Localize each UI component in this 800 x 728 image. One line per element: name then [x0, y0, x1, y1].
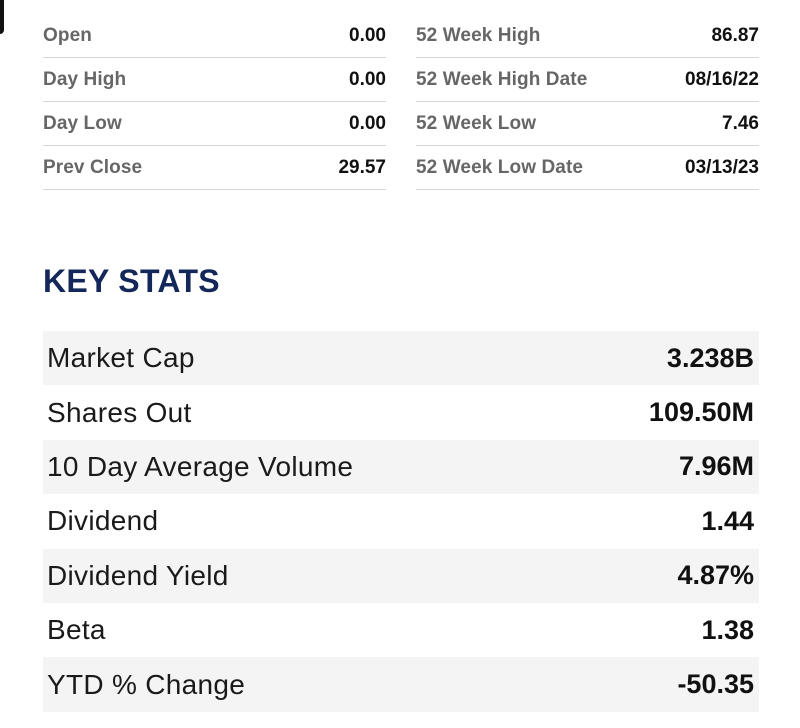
quote-row-open: Open 0.00 [43, 14, 386, 58]
quote-value: 7.46 [722, 112, 759, 134]
stats-row-ytd-change: YTD % Change -50.35 [43, 657, 759, 712]
stats-row-shares-out: Shares Out 109.50M [43, 385, 759, 439]
stats-row-dividend-yield: Dividend Yield 4.87% [43, 548, 759, 603]
stats-value: 7.96M [678, 451, 754, 482]
stats-value: 1.44 [701, 505, 754, 536]
quote-label: 52 Week High Date [416, 68, 588, 90]
stats-label: Shares Out [47, 396, 192, 428]
stats-row-beta: Beta 1.38 [43, 603, 759, 657]
quote-row-52-week-low: 52 Week Low 7.46 [416, 102, 759, 146]
quote-row-day-low: Day Low 0.00 [43, 102, 386, 146]
stats-row-market-cap: Market Cap 3.238B [43, 331, 759, 386]
quote-row-52-week-low-date: 52 Week Low Date 03/13/23 [416, 146, 759, 190]
stats-label: Dividend [47, 505, 159, 537]
quote-value: 86.87 [711, 24, 759, 46]
quote-summary: Open 0.00 Day High 0.00 Day Low 0.00 Pre… [43, 14, 759, 190]
quote-row-52-week-high-date: 52 Week High Date 08/16/22 [416, 58, 759, 102]
stats-row-10-day-average-volume: 10 Day Average Volume 7.96M [43, 439, 759, 495]
stats-label: 10 Day Average Volume [47, 450, 354, 482]
quote-value: 0.00 [349, 112, 386, 134]
quote-row-prev-close: Prev Close 29.57 [43, 146, 386, 190]
stats-value: 109.50M [648, 397, 754, 428]
stats-value: 4.87% [677, 560, 754, 591]
key-stats-heading: KEY STATS [43, 263, 220, 299]
quote-label: Prev Close [43, 156, 143, 178]
stats-label: YTD % Change [47, 668, 246, 700]
key-stats-table: Market Cap 3.238B Shares Out 109.50M 10 … [43, 331, 759, 712]
quote-row-52-week-high: 52 Week High 86.87 [416, 14, 759, 58]
stats-value: -50.35 [677, 669, 754, 700]
quote-value: 29.57 [338, 156, 386, 178]
stats-label: Beta [47, 614, 106, 646]
quote-label: Open [43, 24, 92, 46]
quote-label: Day High [43, 68, 127, 90]
quote-column-left: Open 0.00 Day High 0.00 Day Low 0.00 Pre… [43, 14, 386, 190]
quote-value: 0.00 [349, 68, 386, 90]
quote-value: 03/13/23 [685, 156, 759, 178]
stats-label: Market Cap [47, 342, 195, 374]
stats-label: Dividend Yield [47, 559, 229, 591]
quote-label: 52 Week Low [416, 112, 537, 134]
quote-value: 08/16/22 [685, 68, 759, 90]
quote-label: Day Low [43, 112, 122, 134]
stats-value: 3.238B [666, 342, 754, 373]
quote-row-day-high: Day High 0.00 [43, 58, 386, 102]
quote-column-right: 52 Week High 86.87 52 Week High Date 08/… [416, 14, 759, 190]
quote-label: 52 Week Low Date [416, 156, 584, 178]
quote-value: 0.00 [349, 24, 386, 46]
corner-mark [0, 0, 4, 34]
quote-label: 52 Week High [416, 24, 541, 46]
stats-value: 1.38 [701, 614, 754, 645]
stats-row-dividend: Dividend 1.44 [43, 494, 759, 548]
